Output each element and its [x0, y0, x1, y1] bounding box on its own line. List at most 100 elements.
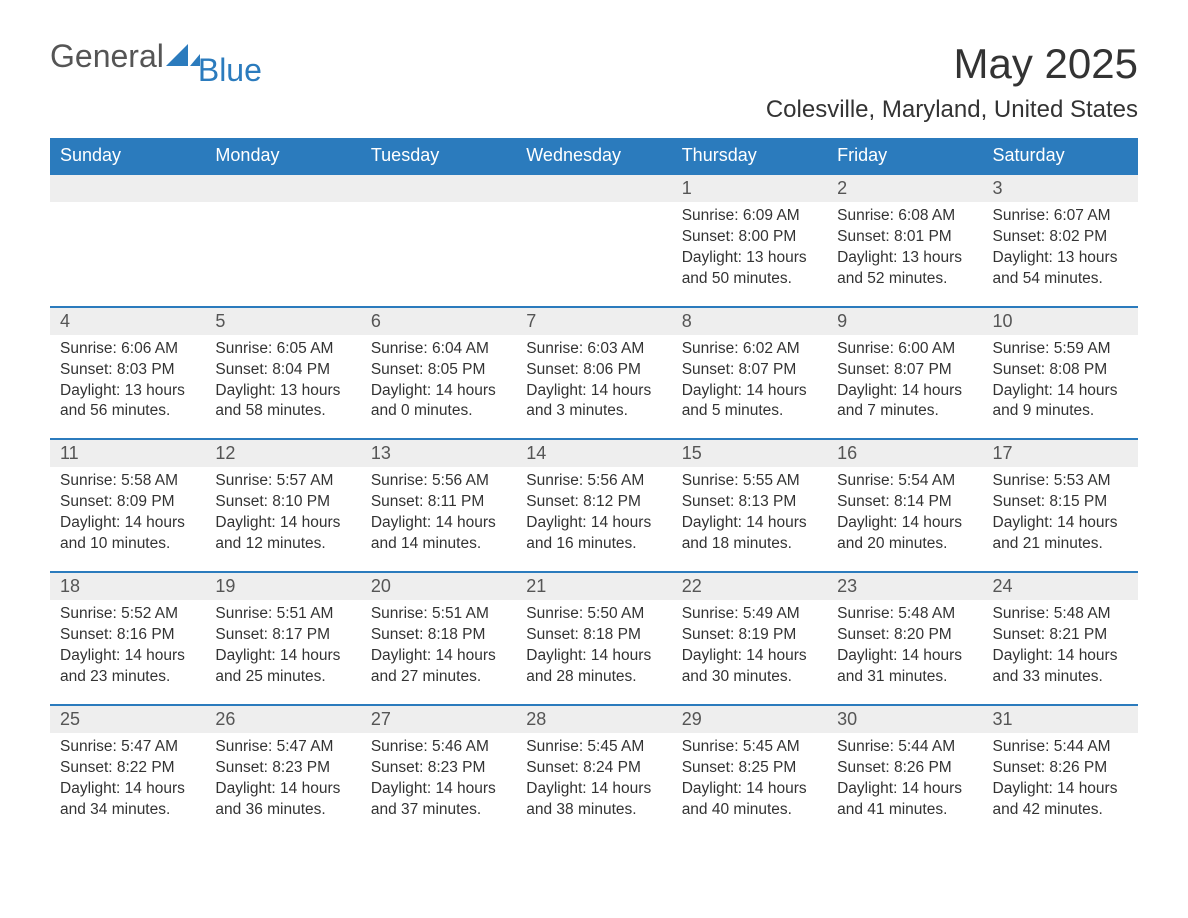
day-content-cell: Sunrise: 5:47 AMSunset: 8:23 PMDaylight:… [205, 733, 360, 837]
day-content-cell: Sunrise: 6:07 AMSunset: 8:02 PMDaylight:… [983, 202, 1138, 307]
day-number-cell [205, 174, 360, 202]
sunset-text: Sunset: 8:04 PM [215, 360, 350, 381]
sunset-text: Sunset: 8:14 PM [837, 492, 972, 513]
daylight-text: Daylight: 14 hours and 10 minutes. [60, 513, 195, 555]
day-number-cell [516, 174, 671, 202]
daylight-text: Daylight: 13 hours and 52 minutes. [837, 248, 972, 290]
day-number-cell [50, 174, 205, 202]
day-content-cell: Sunrise: 6:00 AMSunset: 8:07 PMDaylight:… [827, 335, 982, 440]
sunrise-text: Sunrise: 5:56 AM [526, 471, 661, 492]
sunset-text: Sunset: 8:06 PM [526, 360, 661, 381]
daylight-text: Daylight: 14 hours and 41 minutes. [837, 779, 972, 821]
sunset-text: Sunset: 8:26 PM [837, 758, 972, 779]
sunrise-text: Sunrise: 6:08 AM [837, 206, 972, 227]
sunrise-text: Sunrise: 5:47 AM [215, 737, 350, 758]
sunrise-text: Sunrise: 5:56 AM [371, 471, 506, 492]
sunset-text: Sunset: 8:03 PM [60, 360, 195, 381]
sunrise-text: Sunrise: 5:53 AM [993, 471, 1128, 492]
sunrise-text: Sunrise: 5:51 AM [371, 604, 506, 625]
day-number-cell [361, 174, 516, 202]
daylight-text: Daylight: 13 hours and 58 minutes. [215, 381, 350, 423]
weekday-header: Friday [827, 138, 982, 174]
day-number-cell: 10 [983, 307, 1138, 335]
daylight-text: Daylight: 14 hours and 30 minutes. [682, 646, 817, 688]
day-content-cell: Sunrise: 5:48 AMSunset: 8:20 PMDaylight:… [827, 600, 982, 705]
daylight-text: Daylight: 14 hours and 16 minutes. [526, 513, 661, 555]
sunset-text: Sunset: 8:10 PM [215, 492, 350, 513]
sunset-text: Sunset: 8:25 PM [682, 758, 817, 779]
day-content-cell: Sunrise: 6:04 AMSunset: 8:05 PMDaylight:… [361, 335, 516, 440]
day-content-cell: Sunrise: 5:56 AMSunset: 8:12 PMDaylight:… [516, 467, 671, 572]
sunset-text: Sunset: 8:20 PM [837, 625, 972, 646]
daylight-text: Daylight: 14 hours and 18 minutes. [682, 513, 817, 555]
day-content-cell: Sunrise: 6:05 AMSunset: 8:04 PMDaylight:… [205, 335, 360, 440]
day-content-cell [361, 202, 516, 307]
sunset-text: Sunset: 8:22 PM [60, 758, 195, 779]
header: General Blue May 2025 Colesville, Maryla… [50, 40, 1138, 138]
sunrise-text: Sunrise: 6:09 AM [682, 206, 817, 227]
day-number-row: 45678910 [50, 307, 1138, 335]
sunrise-text: Sunrise: 5:50 AM [526, 604, 661, 625]
sunset-text: Sunset: 8:02 PM [993, 227, 1128, 248]
daylight-text: Daylight: 14 hours and 31 minutes. [837, 646, 972, 688]
sunrise-text: Sunrise: 6:06 AM [60, 339, 195, 360]
day-content-cell: Sunrise: 5:56 AMSunset: 8:11 PMDaylight:… [361, 467, 516, 572]
sunrise-text: Sunrise: 6:00 AM [837, 339, 972, 360]
sunset-text: Sunset: 8:12 PM [526, 492, 661, 513]
day-number-cell: 11 [50, 439, 205, 467]
sunrise-text: Sunrise: 6:04 AM [371, 339, 506, 360]
daylight-text: Daylight: 14 hours and 12 minutes. [215, 513, 350, 555]
month-title: May 2025 [766, 40, 1138, 88]
day-content-row: Sunrise: 5:52 AMSunset: 8:16 PMDaylight:… [50, 600, 1138, 705]
day-content-cell: Sunrise: 5:53 AMSunset: 8:15 PMDaylight:… [983, 467, 1138, 572]
day-number-cell: 14 [516, 439, 671, 467]
day-number-cell: 6 [361, 307, 516, 335]
calendar-table: SundayMondayTuesdayWednesdayThursdayFrid… [50, 138, 1138, 836]
sunrise-text: Sunrise: 5:49 AM [682, 604, 817, 625]
sunset-text: Sunset: 8:21 PM [993, 625, 1128, 646]
sunrise-text: Sunrise: 6:05 AM [215, 339, 350, 360]
day-content-cell: Sunrise: 5:46 AMSunset: 8:23 PMDaylight:… [361, 733, 516, 837]
day-number-cell: 19 [205, 572, 360, 600]
sunrise-text: Sunrise: 5:55 AM [682, 471, 817, 492]
sunset-text: Sunset: 8:11 PM [371, 492, 506, 513]
day-content-cell [516, 202, 671, 307]
day-content-row: Sunrise: 5:58 AMSunset: 8:09 PMDaylight:… [50, 467, 1138, 572]
day-content-cell: Sunrise: 5:44 AMSunset: 8:26 PMDaylight:… [827, 733, 982, 837]
sunset-text: Sunset: 8:08 PM [993, 360, 1128, 381]
sunset-text: Sunset: 8:18 PM [526, 625, 661, 646]
sunrise-text: Sunrise: 5:54 AM [837, 471, 972, 492]
day-content-row: Sunrise: 5:47 AM Sunset: 8:22 PM Daylight:… [50, 733, 1138, 837]
day-number-cell: 20 [361, 572, 516, 600]
calendar-body: 123Sunrise: 6:09 AMSunset: 8:00 PMDaylig… [50, 174, 1138, 836]
sunrise-text: Sunrise: 5:48 AM [837, 604, 972, 625]
day-number-cell: 26 [205, 705, 360, 733]
daylight-text: Daylight: 14 hours and 36 minutes. [215, 779, 350, 821]
day-number-cell: 24 [983, 572, 1138, 600]
day-content-cell: Sunrise: 5:45 AMSunset: 8:24 PMDaylight:… [516, 733, 671, 837]
weekday-header: Saturday [983, 138, 1138, 174]
day-number-cell: 31 [983, 705, 1138, 733]
daylight-text: Daylight: 14 hours and 27 minutes. [371, 646, 506, 688]
daylight-text: Daylight: 13 hours and 50 minutes. [682, 248, 817, 290]
day-number-cell: 29 [672, 705, 827, 733]
day-number-cell: 9 [827, 307, 982, 335]
day-number-cell: 15 [672, 439, 827, 467]
sunrise-text: Sunrise: 5:46 AM [371, 737, 506, 758]
daylight-text: Daylight: 14 hours and 33 minutes. [993, 646, 1128, 688]
daylight-text: Daylight: 14 hours and 42 minutes. [993, 779, 1128, 821]
day-number-cell: 3 [983, 174, 1138, 202]
daylight-text: Daylight: 14 hours and 37 minutes. [371, 779, 506, 821]
daylight-text: Daylight: 14 hours and 3 minutes. [526, 381, 661, 423]
day-content-cell: Sunrise: 5:52 AMSunset: 8:16 PMDaylight:… [50, 600, 205, 705]
daylight-text: Daylight: 14 hours and 25 minutes. [215, 646, 350, 688]
day-content-cell: Sunrise: 5:54 AMSunset: 8:14 PMDaylight:… [827, 467, 982, 572]
sunset-text: Sunset: 8:13 PM [682, 492, 817, 513]
day-content-cell: Sunrise: 5:45 AMSunset: 8:25 PMDaylight:… [672, 733, 827, 837]
day-number-row: 123 [50, 174, 1138, 202]
day-content-cell: Sunrise: 5:51 AMSunset: 8:17 PMDaylight:… [205, 600, 360, 705]
sunset-text: Sunset: 8:19 PM [682, 625, 817, 646]
day-number-row: 18192021222324 [50, 572, 1138, 600]
day-number-cell: 28 [516, 705, 671, 733]
sunrise-text: Sunrise: 5:44 AM [837, 737, 972, 758]
